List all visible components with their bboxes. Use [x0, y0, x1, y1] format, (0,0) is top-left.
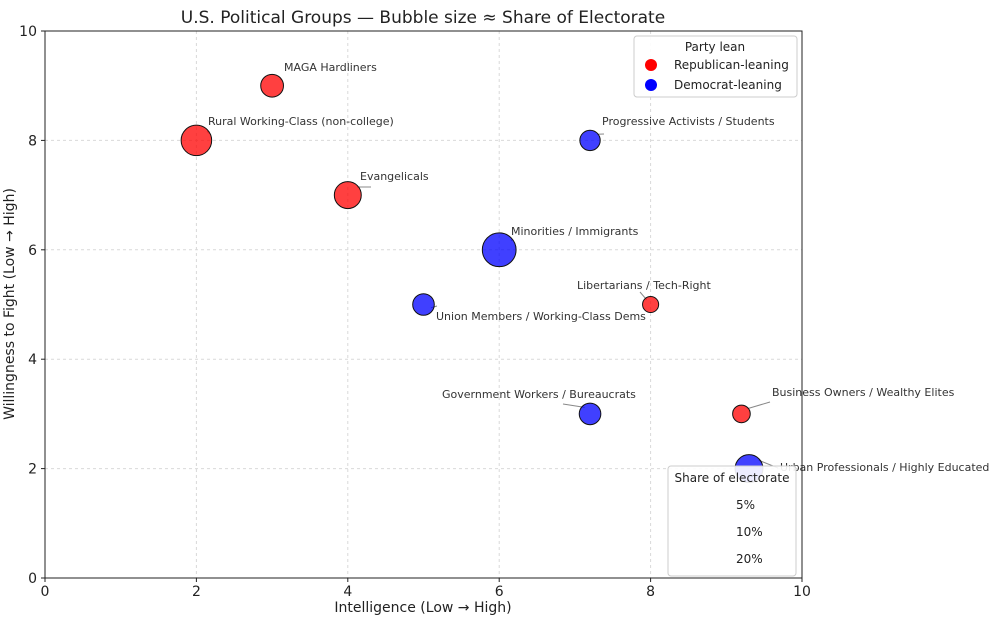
y-tick-label: 10 — [19, 24, 37, 40]
annotations: MAGA Hardliners Rural Working-Class (non-… — [208, 61, 989, 474]
bubble-point — [579, 129, 601, 152]
bubble-point — [481, 232, 517, 268]
bubble-point — [260, 73, 284, 98]
bubble-annotation: MAGA Hardliners — [284, 61, 377, 74]
legend-label-republican: Republican-leaning — [674, 58, 789, 72]
y-tick-label: 2 — [28, 462, 37, 478]
x-tick-label: 6 — [495, 584, 504, 600]
bubble-point — [333, 181, 362, 210]
plot-frame — [44, 30, 803, 579]
legend-share-of-electorate: Share of electorate 5% 10% 20% — [667, 465, 797, 577]
y-tick-label: 4 — [28, 352, 37, 368]
bubble-annotation: Evangelicals — [360, 170, 429, 183]
annotation-connector — [747, 401, 771, 410]
annotation-connector — [562, 403, 585, 408]
x-tick-label: 0 — [41, 584, 50, 600]
legend-marker-democrat — [645, 79, 657, 91]
legend-marker-republican — [645, 59, 657, 71]
bubble-point — [180, 124, 213, 157]
bubble-point — [732, 404, 751, 424]
bubble-annotation: Union Members / Working-Class Dems — [436, 310, 646, 323]
bubble-annotation: Libertarians / Tech-Right — [577, 279, 711, 292]
x-tick-label: 8 — [646, 584, 655, 600]
x-tick-label: 4 — [343, 584, 352, 600]
bubble-point — [642, 295, 660, 314]
bubble-annotation: Progressive Activists / Students — [602, 115, 775, 128]
legend-party-lean: Party lean Republican-leaning Democrat-le… — [633, 35, 798, 98]
annotation-connectors — [206, 78, 779, 469]
bubble-point — [578, 402, 602, 426]
chart-title: U.S. Political Groups — Bubble size ≈ Sh… — [181, 8, 665, 28]
legend-party-lean-frame — [633, 35, 798, 98]
legend-share-frame — [667, 465, 797, 577]
legend-share-entry: 20% — [736, 552, 763, 566]
legend-share-entry: 5% — [736, 498, 755, 512]
legend-label-democrat: Democrat-leaning — [674, 78, 782, 92]
bubble-annotation: Government Workers / Bureaucrats — [442, 388, 636, 401]
y-axis-label: Willingness to Fight (Low → High) — [2, 188, 18, 420]
bubble-annotation: Minorities / Immigrants — [511, 225, 639, 238]
y-tick-label: 0 — [28, 571, 37, 587]
legend-share-title: Share of electorate — [675, 471, 790, 485]
x-tick-label: 10 — [793, 584, 811, 600]
legend-share-entry: 10% — [736, 525, 763, 539]
legend-party-lean-title: Party lean — [685, 40, 745, 54]
axis-ticks: 0 2 4 6 8 10 0 2 4 6 8 10 — [19, 24, 811, 600]
bubble-annotation: Rural Working-Class (non-college) — [208, 115, 394, 128]
bubble-point — [412, 293, 435, 316]
x-tick-label: 2 — [192, 584, 201, 600]
y-tick-label: 8 — [28, 133, 37, 149]
bubble-annotation: Business Owners / Wealthy Elites — [772, 386, 955, 399]
y-tick-label: 6 — [28, 243, 37, 259]
bubble-annotation: Urban Professionals / Highly Educated — [780, 461, 989, 474]
x-axis-label: Intelligence (Low → High) — [334, 600, 511, 616]
